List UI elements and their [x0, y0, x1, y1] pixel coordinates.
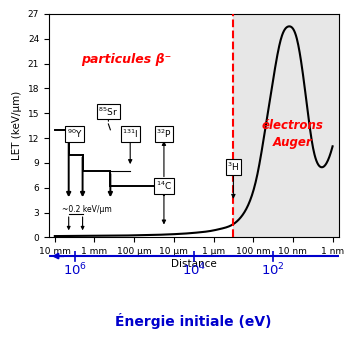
Text: $^{131}$I: $^{131}$I — [122, 128, 138, 140]
Text: Auger: Auger — [273, 136, 313, 149]
Text: $10^4$: $10^4$ — [181, 262, 206, 279]
Text: $^{14}$C: $^{14}$C — [156, 180, 172, 192]
Y-axis label: LET (keV/μm): LET (keV/μm) — [12, 91, 22, 160]
Text: $^{32}$P: $^{32}$P — [156, 128, 172, 140]
Text: ~0.2 keV/μm: ~0.2 keV/μm — [62, 205, 111, 214]
X-axis label: Distance: Distance — [171, 259, 217, 269]
Text: $10^2$: $10^2$ — [261, 262, 285, 279]
Text: $^{85}$Sr: $^{85}$Sr — [98, 105, 118, 118]
Text: $^{3}$H: $^{3}$H — [227, 161, 239, 173]
Bar — [233, 14, 344, 237]
Text: $^{90}$Y: $^{90}$Y — [67, 128, 83, 140]
Text: électrons: électrons — [262, 119, 324, 132]
Text: $10^6$: $10^6$ — [62, 262, 87, 279]
Text: particules β⁻: particules β⁻ — [81, 53, 171, 66]
Text: Énergie initiale (eV): Énergie initiale (eV) — [116, 313, 272, 328]
